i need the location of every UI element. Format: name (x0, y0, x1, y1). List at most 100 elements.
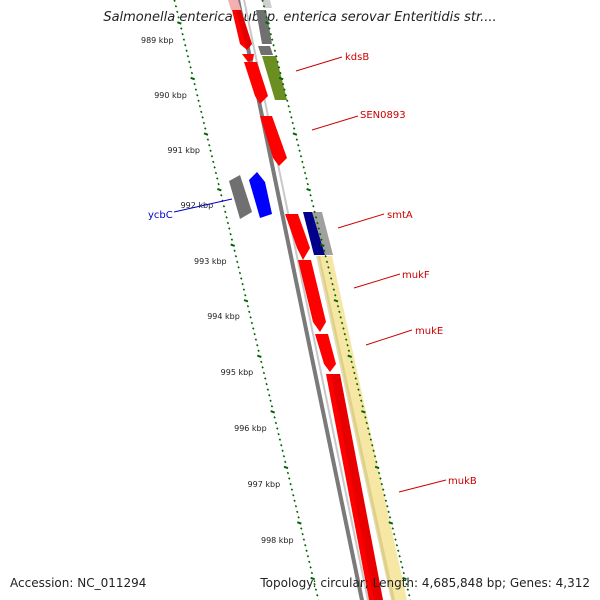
minor-tick (339, 316, 342, 319)
gene-feature[interactable] (285, 214, 310, 260)
scale-label: 998 kbp (261, 536, 294, 545)
minor-tick (277, 432, 280, 436)
minor-tick (290, 116, 293, 119)
gene-label-mukF[interactable]: mukF (402, 270, 430, 281)
gene-feature[interactable] (262, 56, 287, 100)
minor-tick (177, 16, 180, 19)
minor-tick (238, 271, 242, 275)
minor-tick (293, 499, 296, 502)
minor-tick (338, 310, 341, 314)
minor-tick (302, 538, 306, 541)
gene-feature[interactable] (260, 116, 287, 166)
scale-label: 997 kbp (248, 480, 281, 489)
minor-tick (287, 105, 290, 108)
minor-tick (190, 71, 194, 75)
major-tick (388, 521, 394, 525)
gene-feature[interactable] (229, 175, 252, 219)
gene-feature[interactable] (244, 62, 268, 104)
minor-tick (372, 449, 375, 452)
minor-tick (182, 38, 186, 41)
major-tick (203, 132, 209, 136)
gene-label-SEN0893[interactable]: SEN0893 (360, 110, 406, 121)
minor-tick (312, 205, 315, 208)
minor-tick (354, 377, 358, 380)
major-tick (333, 299, 339, 303)
gene-feature[interactable] (303, 212, 325, 255)
leader-line (365, 329, 413, 346)
minor-tick (388, 516, 392, 519)
minor-tick (220, 193, 223, 197)
gene-feature[interactable] (228, 0, 241, 10)
major-tick (243, 299, 249, 303)
minor-tick (295, 138, 299, 141)
minor-tick (240, 277, 243, 280)
minor-tick (303, 171, 307, 175)
minor-tick (406, 588, 410, 591)
minor-tick (364, 416, 367, 419)
minor-tick (266, 388, 270, 391)
gene-label-ycbC[interactable]: ycbC (148, 210, 173, 221)
minor-tick (325, 260, 329, 264)
minor-tick (264, 10, 267, 14)
major-tick (361, 410, 366, 414)
minor-tick (365, 421, 368, 425)
minor-tick (276, 427, 279, 430)
gene-feature[interactable] (242, 54, 254, 62)
major-tick (306, 187, 311, 192)
minor-tick (262, 371, 266, 375)
minor-tick (405, 582, 408, 586)
minor-tick (253, 332, 256, 336)
minor-tick (196, 93, 199, 97)
gene-shade (236, 10, 252, 50)
minor-tick (306, 555, 310, 558)
minor-tick (314, 588, 318, 591)
leader-line (353, 273, 401, 289)
minor-tick (317, 227, 321, 230)
minor-tick (194, 88, 198, 91)
minor-tick (286, 99, 289, 102)
gene-label-smtA[interactable]: smtA (387, 210, 413, 221)
minor-tick (225, 216, 228, 219)
leader-line (295, 56, 343, 72)
minor-tick (332, 288, 336, 291)
leader-line (173, 198, 233, 213)
minor-tick (310, 571, 314, 575)
minor-tick (383, 493, 386, 497)
minor-tick (180, 27, 183, 30)
minor-tick (284, 93, 288, 97)
minor-tick (198, 105, 202, 108)
gene-label-mukE[interactable]: mukE (415, 326, 443, 337)
gene-feature[interactable] (326, 374, 383, 600)
gene-label-kdsB[interactable]: kdsB (345, 52, 369, 63)
minor-tick (302, 166, 305, 169)
gene-feature[interactable] (258, 46, 273, 55)
scale-label: 993 kbp (194, 257, 227, 266)
minor-tick (328, 271, 331, 275)
minor-tick (236, 260, 239, 264)
minor-tick (270, 38, 274, 41)
minor-tick (316, 221, 319, 225)
minor-tick (188, 60, 191, 64)
accession-text: Accession: NC_011294 (10, 576, 147, 590)
minor-tick (174, 5, 178, 8)
gene-label-mukB[interactable]: mukB (448, 476, 477, 487)
minor-tick (301, 160, 304, 164)
minor-tick (336, 305, 340, 308)
minor-tick (392, 532, 396, 536)
minor-tick (204, 127, 207, 130)
minor-tick (346, 343, 349, 347)
minor-tick (176, 10, 179, 14)
gene-feature[interactable] (298, 260, 326, 332)
minor-tick (331, 282, 334, 286)
minor-tick (269, 399, 272, 402)
minor-tick (264, 377, 267, 380)
minor-tick (173, 0, 176, 2)
minor-tick (291, 121, 294, 125)
gene-feature[interactable] (315, 334, 336, 372)
minor-tick (320, 238, 323, 241)
gene-feature[interactable] (256, 10, 272, 44)
minor-tick (226, 221, 230, 225)
gene-feature[interactable] (249, 172, 272, 218)
scale-label: 996 kbp (234, 424, 267, 433)
